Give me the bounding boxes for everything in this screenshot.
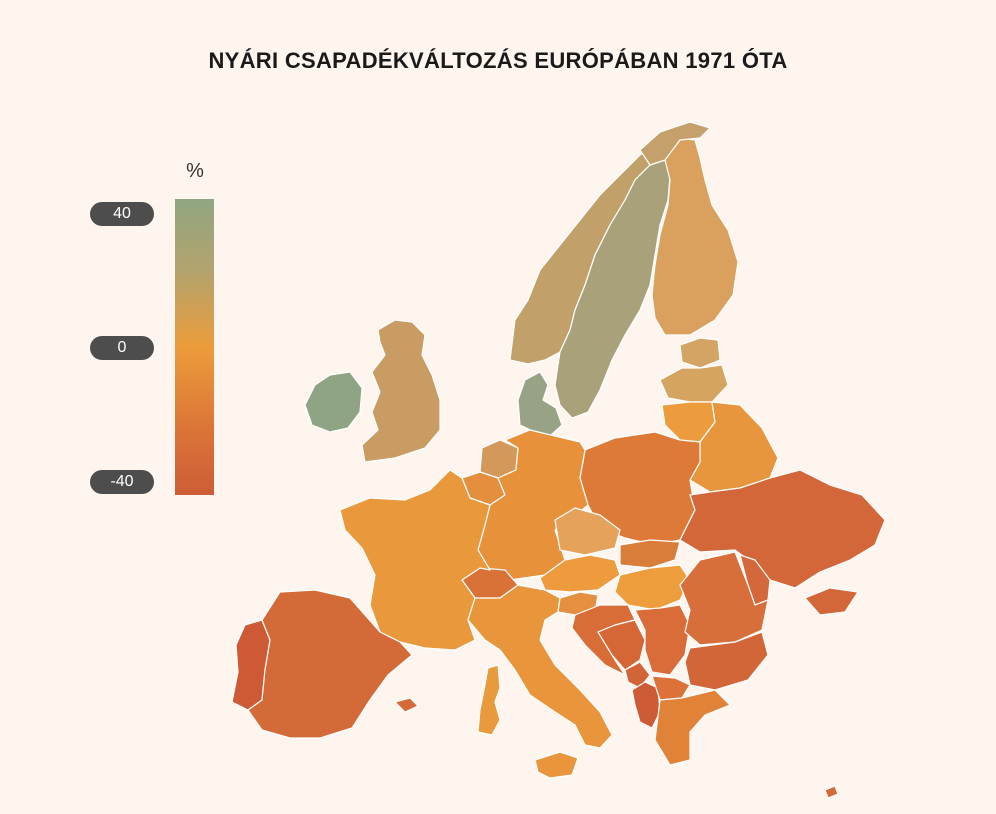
country-slovakia <box>619 539 681 569</box>
country-spain <box>247 589 413 739</box>
country-greece <box>654 689 731 766</box>
legend-color-bar <box>175 199 214 495</box>
legend-tick-top: 40 <box>90 202 154 226</box>
country-bulgaria <box>684 631 769 691</box>
island-mallorca <box>394 697 419 713</box>
country-bosnia <box>597 619 646 671</box>
country-romania <box>679 551 769 646</box>
legend-tick-bottom: -40 <box>90 470 154 494</box>
island-cyprus <box>824 785 839 799</box>
country-hungary <box>614 564 691 611</box>
country-uk <box>361 319 441 463</box>
map-title: NYÁRI CSAPADÉKVÁLTOZÁS EURÓPÁBAN 1971 ÓT… <box>208 48 788 73</box>
country-serbia <box>634 604 691 676</box>
island-corsica-sardinia <box>477 664 501 736</box>
country-sweden <box>554 159 671 419</box>
legend-unit-label: % <box>186 160 204 182</box>
legend-tick-middle: 0 <box>90 336 154 360</box>
country-ireland <box>304 371 363 433</box>
country-italy <box>467 584 613 749</box>
island-sicily <box>534 751 579 779</box>
country-estonia <box>679 337 721 369</box>
country-ukraine <box>679 469 886 589</box>
country-czechia <box>554 507 621 556</box>
country-macedonia <box>651 675 691 701</box>
region-sapmi <box>639 121 711 166</box>
country-france <box>339 469 491 651</box>
country-finland <box>651 137 739 336</box>
peninsula-crimea <box>804 587 859 616</box>
country-albania <box>631 681 661 729</box>
country-latvia <box>659 364 729 403</box>
